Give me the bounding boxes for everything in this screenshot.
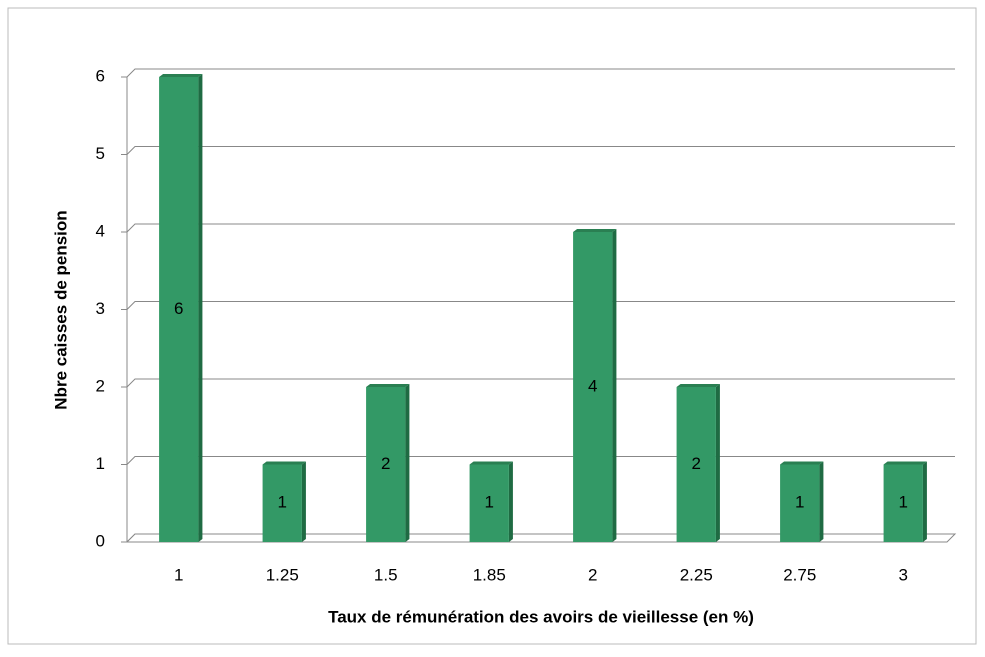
x-tick-label: 2.25: [680, 565, 713, 584]
bar-top: [780, 461, 824, 465]
bar-top: [676, 384, 720, 387]
grid-line: [126, 223, 955, 233]
x-tick-label: 2.75: [783, 565, 816, 584]
x-tick-label: 1.5: [374, 565, 398, 584]
bar: [262, 464, 302, 542]
bar-side: [508, 461, 513, 542]
data-label: 2: [381, 454, 390, 473]
bar-top: [883, 461, 927, 465]
floor: [125, 533, 957, 543]
bar-side: [612, 229, 617, 542]
chart-frame: [7, 7, 977, 645]
y-tick-label: 3: [96, 299, 105, 318]
bar: [469, 464, 509, 542]
data-label: 2: [692, 454, 701, 473]
bar-side: [301, 461, 306, 542]
y-tick-label: 0: [96, 531, 105, 550]
bar-side: [922, 461, 927, 542]
bar-top: [159, 74, 203, 77]
data-label: 6: [174, 299, 183, 318]
data-label: 1: [795, 493, 804, 512]
bar-top: [573, 229, 617, 232]
data-label: 1: [278, 493, 287, 512]
bar-side: [405, 384, 410, 542]
y-tick-label: 1: [96, 454, 105, 473]
y-tick-label: 5: [96, 144, 105, 163]
x-axis-label: Taux de rémunération des avoirs de vieil…: [328, 607, 754, 626]
data-label: 4: [588, 376, 597, 395]
bar: [780, 464, 820, 542]
bar: [676, 387, 716, 542]
bar: [883, 464, 923, 542]
bar-top: [262, 461, 306, 465]
y-tick-label: 2: [96, 376, 105, 395]
x-tick-label: 1.85: [473, 565, 506, 584]
bar-side: [715, 384, 720, 542]
bar-top: [469, 461, 513, 465]
bar-top: [366, 384, 410, 387]
bar-side: [819, 461, 824, 542]
x-tick-label: 1: [174, 565, 183, 584]
bar: [159, 77, 199, 542]
y-tick-label: 4: [96, 221, 105, 240]
x-tick-label: 2: [588, 565, 597, 584]
grid-line: [126, 301, 955, 310]
bar-side: [198, 74, 203, 542]
grid-line: [126, 68, 955, 78]
y-tick-label: 6: [96, 66, 105, 85]
x-tick-label: 1.25: [266, 565, 299, 584]
data-label: 1: [899, 493, 908, 512]
data-label: 1: [485, 493, 494, 512]
bar: [366, 387, 406, 542]
y-axis-label: Nbre caisses de pension: [51, 210, 70, 409]
x-tick-label: 3: [899, 565, 908, 584]
grid-line: [126, 146, 955, 155]
bar: [573, 232, 613, 542]
grid-line: [126, 378, 955, 388]
